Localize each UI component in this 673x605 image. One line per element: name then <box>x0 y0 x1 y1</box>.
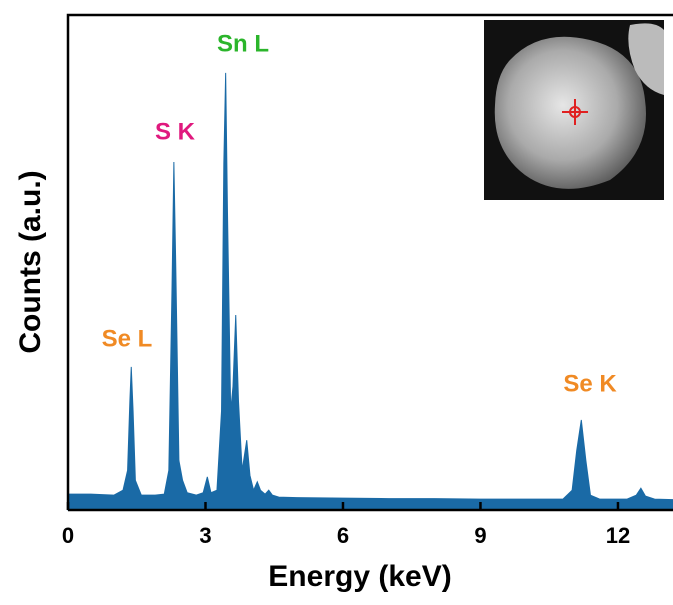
peak-label: Sn L <box>217 30 269 57</box>
x-tick-label: 3 <box>199 523 211 548</box>
chart: Energy (keV) Counts (a.u.) 0 3 6 9 12 Se L S K… <box>0 0 673 600</box>
peak-label: S K <box>155 118 196 145</box>
x-tick-label: 9 <box>474 523 486 548</box>
peak-label: Se K <box>563 370 617 397</box>
inset-image <box>484 20 664 200</box>
peak-label: Se L <box>102 325 153 352</box>
x-tick-label: 0 <box>62 523 74 548</box>
x-tick-label: 6 <box>337 523 349 548</box>
x-tick-label: 12 <box>606 523 630 548</box>
y-axis-label: Counts (a.u.) <box>14 170 47 353</box>
x-axis-label: Energy (keV) <box>268 560 451 593</box>
